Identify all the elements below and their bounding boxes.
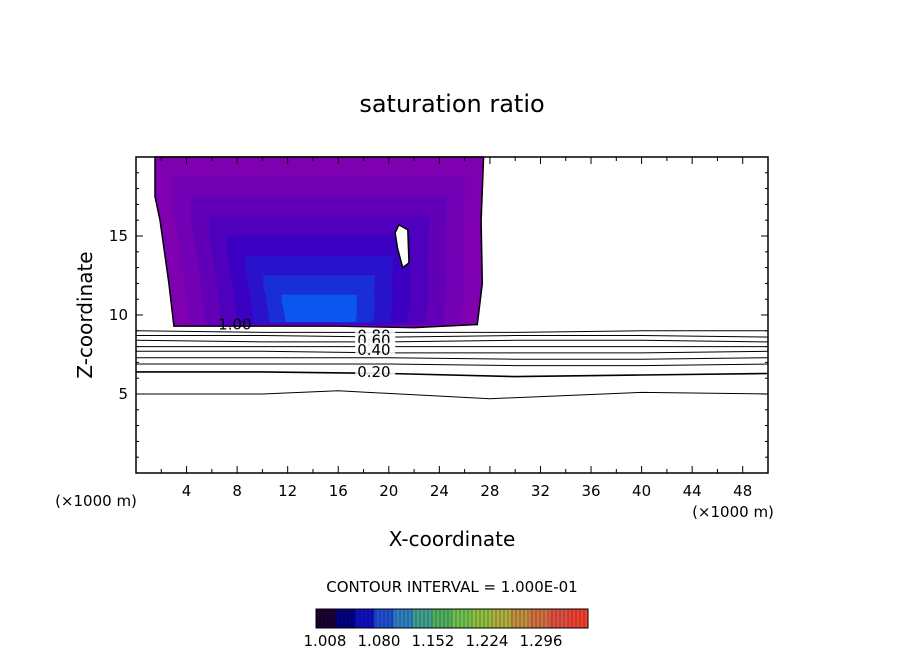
chart-title: saturation ratio (359, 90, 544, 118)
contour-line-0.20 (136, 371, 769, 378)
x-tick-label: 24 (430, 482, 449, 500)
y-axis-label: Z-coordinate (73, 251, 97, 378)
contour-line-0.80 (136, 335, 769, 338)
contour-label-1.00: 1.00 (218, 315, 251, 333)
x-tick-label: 20 (379, 482, 398, 500)
contour-label-0.40: 0.40 (357, 341, 390, 359)
subsaturated-pocket (394, 223, 410, 269)
y-axis: 5 10 15 (109, 172, 768, 458)
x-tick-label: 40 (632, 482, 651, 500)
filled-level-1.1 (281, 294, 358, 323)
contour-label-bg (355, 364, 396, 379)
colorbar-tick-label: 1.224 (466, 632, 509, 650)
colorbar-swatch (393, 609, 414, 628)
colorbar-swatch (316, 609, 336, 628)
contour-label-bg (355, 342, 396, 357)
contour-label-0.20: 0.20 (357, 363, 390, 381)
colorbar-swatch (471, 609, 492, 628)
x-tick-label: 8 (232, 482, 242, 500)
contour-line-0.40 (136, 357, 769, 360)
colorbar-swatch (568, 609, 589, 628)
x-tick-label: 44 (683, 482, 702, 500)
colorbar-swatch (529, 609, 550, 628)
contour-line-0.30 (136, 363, 769, 367)
contour-line-0.70 (135, 339, 769, 343)
colorbar-tick-label: 1.152 (412, 632, 455, 650)
contour-line-0.50 (136, 350, 769, 354)
x-tick-label: 16 (329, 482, 348, 500)
contour-line-0.90 (135, 330, 768, 333)
x-axis: 4 8 12 16 20 24 28 32 36 40 44 48 (160, 157, 752, 500)
colorbar-frame (315, 608, 589, 629)
plot-area: 1.000.800.600.400.20 (135, 156, 769, 400)
x-tick-label: 36 (581, 482, 600, 500)
y-tick-label: 15 (109, 227, 128, 245)
contour-line-0.10 (136, 390, 769, 400)
x-tick-label: 48 (733, 482, 752, 500)
colorbar-swatch (335, 609, 356, 628)
colorbar-tick-label: 1.008 (304, 632, 347, 650)
colorbar: 1.008 1.080 1.152 1.224 1.296 (304, 608, 589, 650)
x-tick-label: 4 (182, 482, 192, 500)
x-tick-label: 32 (531, 482, 550, 500)
x-unit-right: (×1000 m) (692, 503, 774, 521)
x-unit-left: (×1000 m) (55, 492, 137, 510)
colorbar-tick-label: 1.296 (520, 632, 563, 650)
x-tick-label: 12 (278, 482, 297, 500)
contour-interval-note: CONTOUR INTERVAL = 1.000E-01 (326, 578, 577, 596)
y-tick-label: 5 (118, 385, 128, 403)
colorbar-tick-label: 1.080 (358, 632, 401, 650)
y-tick-label: 10 (109, 306, 128, 324)
x-axis-label: X-coordinate (389, 527, 516, 551)
x-tick-label: 28 (480, 482, 499, 500)
colorbar-swatch (432, 609, 453, 628)
colorbar-swatch (452, 609, 472, 628)
